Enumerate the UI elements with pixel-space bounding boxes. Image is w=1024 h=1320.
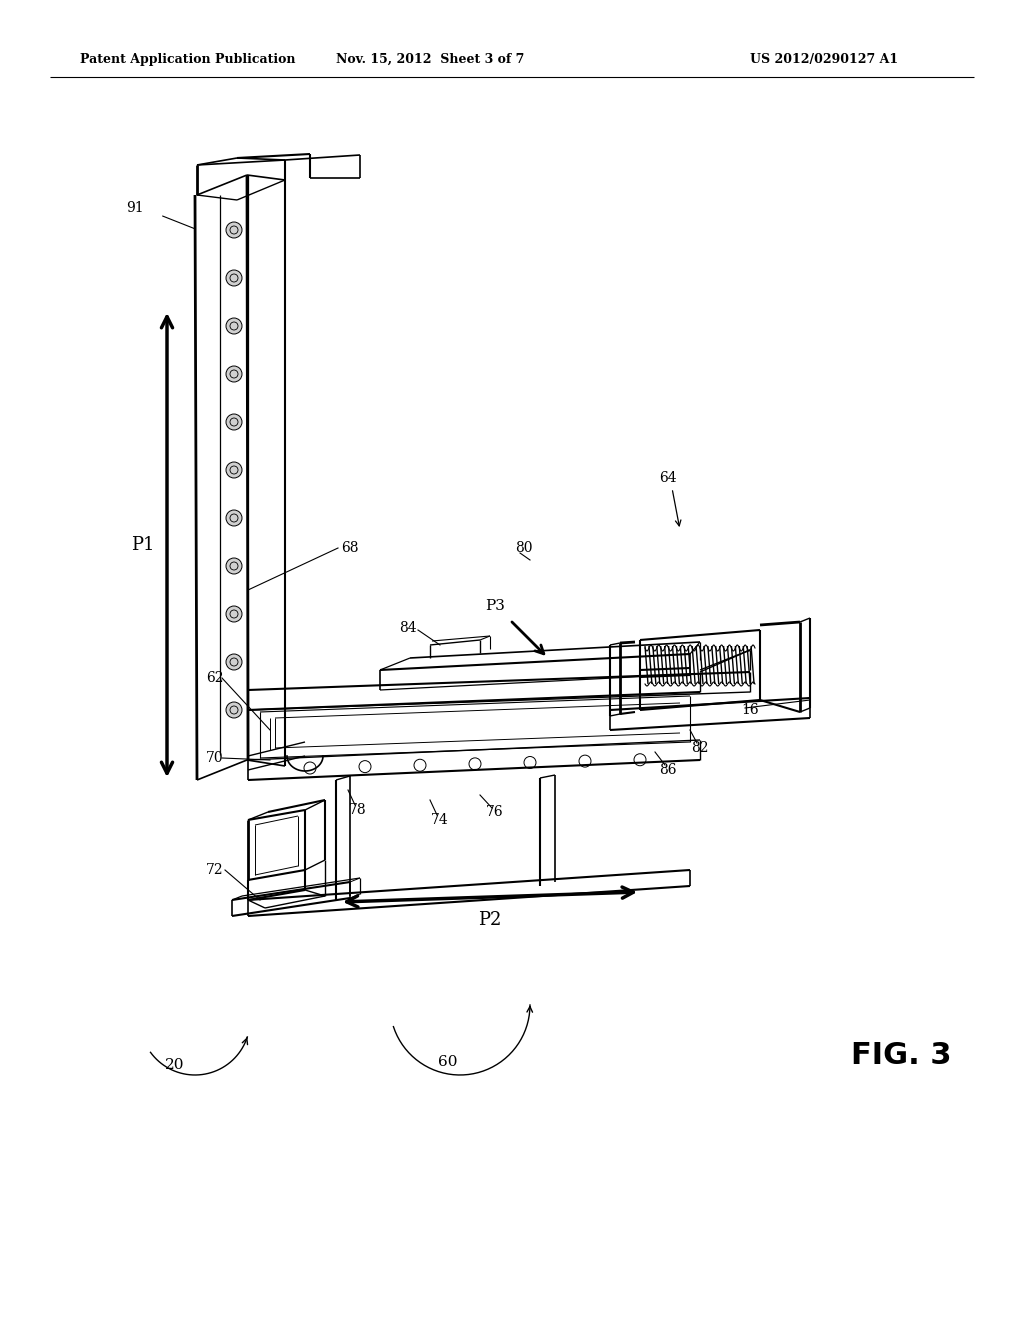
Text: 76: 76 xyxy=(486,805,504,818)
Text: 64: 64 xyxy=(659,471,677,484)
Text: 70: 70 xyxy=(206,751,224,766)
Text: US 2012/0290127 A1: US 2012/0290127 A1 xyxy=(750,53,898,66)
Circle shape xyxy=(226,606,242,622)
Text: P3: P3 xyxy=(485,599,505,612)
Text: P1: P1 xyxy=(131,536,155,554)
Circle shape xyxy=(226,702,242,718)
Text: P2: P2 xyxy=(478,911,502,929)
Text: 60: 60 xyxy=(438,1055,458,1069)
Circle shape xyxy=(226,222,242,238)
Text: 72: 72 xyxy=(206,863,224,876)
Circle shape xyxy=(226,318,242,334)
Circle shape xyxy=(226,414,242,430)
Text: 74: 74 xyxy=(431,813,449,828)
Text: 80: 80 xyxy=(515,541,532,554)
Circle shape xyxy=(226,271,242,286)
Circle shape xyxy=(226,653,242,671)
Circle shape xyxy=(226,510,242,525)
Text: 78: 78 xyxy=(349,803,367,817)
Circle shape xyxy=(226,462,242,478)
Text: 91: 91 xyxy=(126,201,143,215)
Text: 82: 82 xyxy=(691,741,709,755)
Text: 62: 62 xyxy=(206,671,224,685)
Circle shape xyxy=(226,366,242,381)
Text: Nov. 15, 2012  Sheet 3 of 7: Nov. 15, 2012 Sheet 3 of 7 xyxy=(336,53,524,66)
Circle shape xyxy=(226,558,242,574)
Text: 20: 20 xyxy=(165,1059,184,1072)
Text: 84: 84 xyxy=(399,620,417,635)
Text: Patent Application Publication: Patent Application Publication xyxy=(80,53,296,66)
Text: 16: 16 xyxy=(741,704,759,717)
Text: 68: 68 xyxy=(341,541,358,554)
Text: 86: 86 xyxy=(659,763,677,777)
Text: FIG. 3: FIG. 3 xyxy=(851,1041,951,1071)
